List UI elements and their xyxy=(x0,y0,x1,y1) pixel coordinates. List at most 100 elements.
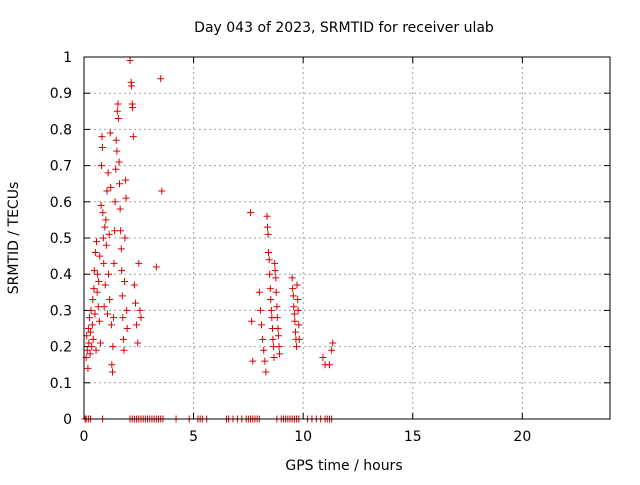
y-tick-label: 0.7 xyxy=(50,159,72,175)
y-tick-label: 0.8 xyxy=(50,122,72,138)
data-point xyxy=(117,227,125,235)
data-point xyxy=(133,321,141,329)
x-tick-label: 20 xyxy=(513,429,531,445)
data-point xyxy=(120,346,128,354)
data-point xyxy=(132,299,140,307)
data-point xyxy=(89,296,97,304)
data-point xyxy=(103,187,111,195)
data-point xyxy=(91,248,99,256)
data-point xyxy=(84,364,92,372)
data-point xyxy=(274,332,282,340)
data-point xyxy=(90,267,98,275)
data-point xyxy=(262,368,270,376)
data-point xyxy=(328,346,336,354)
data-point xyxy=(267,296,275,304)
data-point xyxy=(99,234,107,242)
data-point xyxy=(117,245,125,253)
data-point xyxy=(92,238,100,246)
data-point xyxy=(319,353,327,361)
data-point xyxy=(108,361,116,369)
data-point xyxy=(96,339,104,347)
data-point xyxy=(134,339,142,347)
data-point xyxy=(272,288,280,296)
data-point xyxy=(295,335,303,343)
data-point xyxy=(290,303,298,311)
data-point xyxy=(112,165,120,173)
plot-frame xyxy=(83,56,611,420)
axis-ticks xyxy=(83,56,610,420)
data-point xyxy=(264,230,272,238)
data-point xyxy=(105,230,113,238)
data-point xyxy=(113,107,121,115)
data-point xyxy=(273,314,281,322)
x-tick-label: 5 xyxy=(189,429,198,445)
data-point xyxy=(107,321,115,329)
data-point xyxy=(84,325,92,332)
data-point xyxy=(116,205,124,213)
data-point xyxy=(128,82,136,90)
data-point xyxy=(293,281,301,289)
data-point xyxy=(104,169,112,177)
data-point xyxy=(269,335,277,343)
y-tick-labels: 0 0.1 0.2 0.3 0.4 0.5 0.6 0.7 0.8 0.9 1 xyxy=(50,50,72,428)
data-point xyxy=(258,321,266,329)
data-point xyxy=(114,115,122,123)
data-point xyxy=(88,321,96,329)
data-point xyxy=(101,223,109,231)
data-point xyxy=(111,198,119,206)
data-point xyxy=(106,129,114,137)
data-point xyxy=(113,147,121,155)
data-point xyxy=(249,357,257,365)
data-point xyxy=(89,335,97,343)
data-point xyxy=(93,288,101,296)
y-tick-label: 0 xyxy=(63,412,72,428)
data-point xyxy=(291,317,299,325)
data-point xyxy=(329,339,337,347)
data-point xyxy=(97,201,105,209)
data-point xyxy=(121,277,129,285)
y-tick-label: 0.4 xyxy=(50,267,72,283)
data-point xyxy=(152,263,160,271)
data-point xyxy=(294,306,302,314)
data-point xyxy=(109,343,117,351)
data-point xyxy=(90,285,98,293)
data-point xyxy=(248,317,256,325)
data-point xyxy=(114,100,122,108)
y-axis-label: SRMTID / TECUs xyxy=(6,182,22,295)
data-point xyxy=(263,223,271,231)
chart-title: Day 043 of 2023, SRMTID for receiver ula… xyxy=(194,20,494,36)
x-tick-label: 15 xyxy=(404,429,422,445)
data-point xyxy=(102,241,110,249)
data-point xyxy=(83,346,91,354)
data-point xyxy=(289,285,297,293)
data-point xyxy=(293,343,301,351)
data-point xyxy=(325,361,333,369)
data-point xyxy=(98,144,106,151)
data-point xyxy=(119,314,127,322)
data-point xyxy=(86,350,94,358)
data-point xyxy=(105,270,113,278)
y-tick-label: 0.2 xyxy=(50,340,72,356)
data-point xyxy=(96,252,104,260)
data-point xyxy=(106,296,114,304)
data-point xyxy=(255,288,263,296)
data-point xyxy=(288,274,296,282)
data-point xyxy=(107,183,115,191)
data-point xyxy=(103,310,111,318)
data-point xyxy=(157,75,165,83)
data-point xyxy=(290,310,298,318)
data-point xyxy=(87,306,95,314)
data-point xyxy=(110,259,118,267)
data-point xyxy=(294,296,302,304)
data-point xyxy=(123,306,131,314)
data-point xyxy=(270,353,278,361)
y-tick-label: 0.1 xyxy=(50,376,72,392)
data-point xyxy=(108,368,116,376)
y-tick-label: 0.6 xyxy=(50,195,72,211)
y-tick-label: 0.9 xyxy=(50,86,72,102)
data-point xyxy=(261,357,269,365)
data-point xyxy=(271,267,279,275)
data-point xyxy=(274,325,282,332)
data-point xyxy=(91,310,99,318)
data-point xyxy=(94,303,102,311)
